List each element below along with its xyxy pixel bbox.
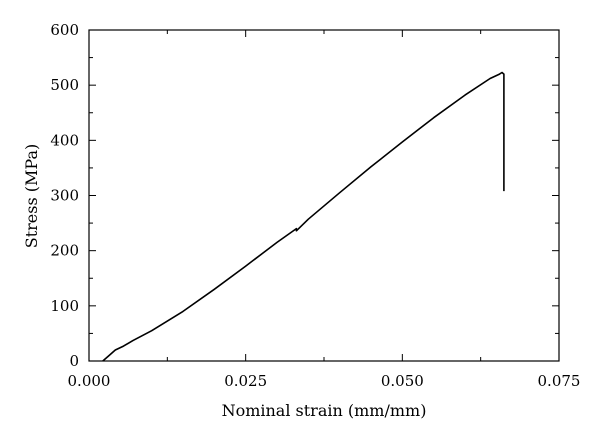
- x-tick-label: 0.075: [538, 372, 581, 390]
- y-axis-label: Stress (MPa): [22, 144, 41, 248]
- y-tick-label: 300: [50, 187, 79, 205]
- x-axis-label: Nominal strain (mm/mm): [222, 401, 427, 420]
- y-tick-label: 100: [50, 297, 79, 315]
- y-tick-label: 0: [69, 352, 79, 370]
- x-tick-label: 0.000: [68, 372, 111, 390]
- x-tick-label: 0.050: [381, 372, 424, 390]
- stress-strain-curve: [102, 71, 505, 362]
- y-tick-label: 600: [50, 21, 79, 39]
- y-tick-label: 200: [50, 242, 79, 260]
- tick-labels: 0.000 0.025 0.050 0.075 0 100 200 300 400 500 600: [50, 21, 580, 390]
- y-tick-label: 400: [50, 131, 79, 149]
- x-tick-label: 0.025: [224, 372, 267, 390]
- y-tick-label: 500: [50, 76, 79, 94]
- axis-ticks: [88, 29, 560, 362]
